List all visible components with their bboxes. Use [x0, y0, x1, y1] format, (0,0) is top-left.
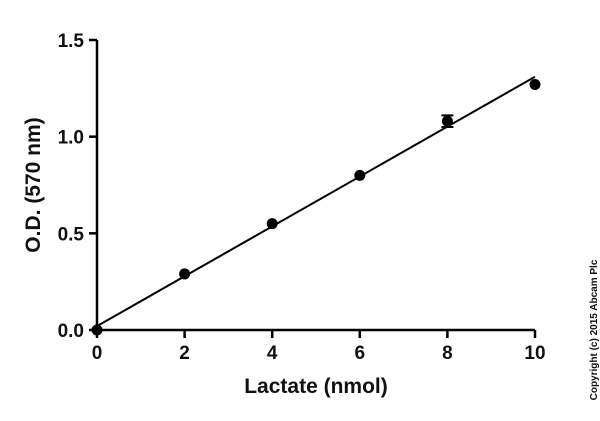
data-point [91, 324, 103, 336]
x-tick-label: 6 [355, 343, 366, 364]
y-tick-label: 1.5 [58, 31, 85, 52]
y-axis-title: O.D. (570 nm) [22, 117, 45, 252]
x-tick-label: 0 [92, 343, 103, 364]
data-point [529, 78, 541, 90]
x-tick-label: 4 [267, 343, 278, 364]
x-tick-label: 10 [524, 343, 545, 364]
copyright-notice: Copyright (c) 2015 Abcam Plc [589, 259, 600, 400]
tick-labels: 0 2 4 6 8 10 0.0 0.5 1.0 1.5 [58, 31, 546, 364]
data-point [354, 169, 366, 181]
y-tick-label: 1.0 [58, 128, 84, 149]
data-points [91, 78, 541, 336]
data-point [179, 268, 191, 280]
data-point [441, 115, 453, 127]
y-tick-label: 0.5 [58, 224, 85, 245]
x-axis-title: Lactate (nmol) [244, 375, 388, 398]
x-tick-label: 2 [179, 343, 190, 364]
data-point [266, 218, 278, 230]
x-tick-label: 8 [442, 343, 453, 364]
fit-line [96, 75, 536, 328]
y-tick-label: 0.0 [58, 321, 84, 342]
